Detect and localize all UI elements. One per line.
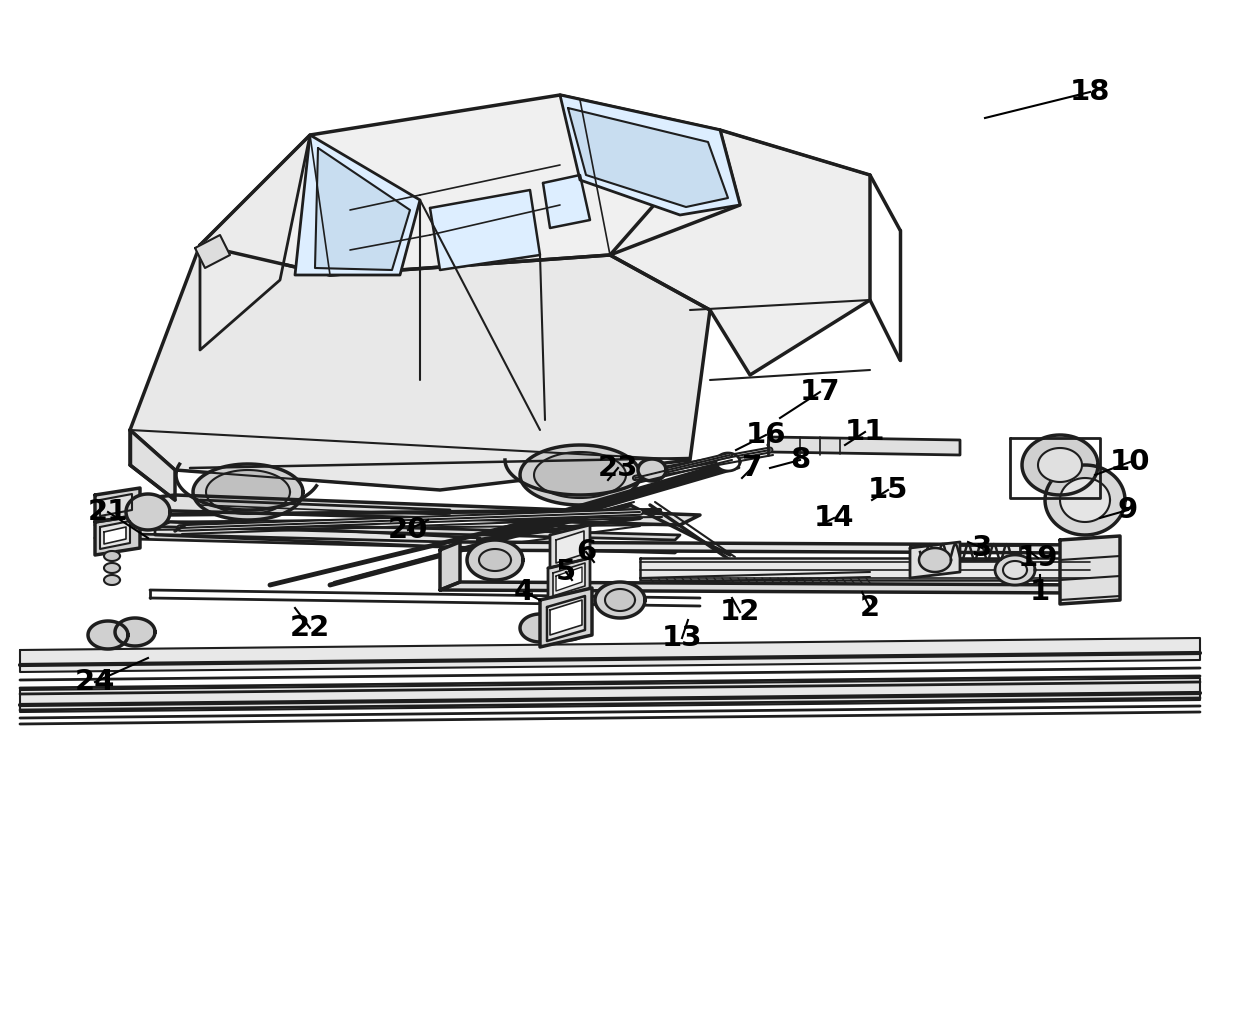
Polygon shape	[610, 130, 870, 375]
Polygon shape	[520, 614, 560, 642]
Polygon shape	[20, 678, 1200, 712]
Polygon shape	[130, 430, 175, 500]
Polygon shape	[640, 558, 1090, 580]
Polygon shape	[639, 460, 666, 481]
Text: 21: 21	[88, 498, 128, 526]
Polygon shape	[200, 135, 310, 350]
Polygon shape	[430, 190, 539, 270]
Text: 6: 6	[575, 538, 596, 566]
Polygon shape	[479, 549, 511, 571]
Text: 23: 23	[598, 454, 639, 482]
Text: 2: 2	[859, 594, 880, 622]
Polygon shape	[1060, 478, 1110, 522]
Text: 12: 12	[719, 598, 760, 626]
Polygon shape	[200, 95, 740, 276]
Polygon shape	[556, 567, 582, 591]
Text: 1: 1	[1030, 578, 1050, 605]
Polygon shape	[543, 175, 590, 228]
Polygon shape	[115, 618, 155, 646]
Polygon shape	[95, 520, 680, 540]
Polygon shape	[1003, 561, 1027, 579]
Polygon shape	[20, 638, 1200, 672]
Polygon shape	[100, 494, 131, 516]
Text: 7: 7	[742, 454, 763, 482]
Text: 14: 14	[813, 504, 854, 533]
Text: 15: 15	[868, 476, 908, 504]
Polygon shape	[548, 558, 590, 600]
Polygon shape	[715, 453, 740, 471]
Polygon shape	[130, 245, 711, 490]
Polygon shape	[104, 563, 120, 573]
Polygon shape	[548, 612, 588, 640]
Text: 8: 8	[790, 446, 810, 474]
Polygon shape	[155, 522, 480, 548]
Text: 16: 16	[745, 421, 786, 449]
Polygon shape	[467, 540, 523, 580]
Polygon shape	[104, 527, 126, 544]
Polygon shape	[104, 575, 120, 585]
Polygon shape	[440, 582, 1100, 593]
Polygon shape	[95, 533, 680, 553]
Text: 19: 19	[1018, 544, 1058, 572]
Polygon shape	[100, 521, 130, 549]
Polygon shape	[547, 596, 585, 641]
Text: 10: 10	[1110, 448, 1151, 476]
Polygon shape	[520, 445, 640, 505]
Polygon shape	[95, 488, 140, 522]
Text: 9: 9	[1118, 495, 1138, 524]
Polygon shape	[1038, 448, 1083, 482]
Polygon shape	[595, 582, 645, 618]
Polygon shape	[605, 589, 635, 611]
Text: 22: 22	[290, 614, 330, 642]
Polygon shape	[560, 95, 740, 215]
Polygon shape	[919, 548, 951, 572]
Polygon shape	[193, 464, 303, 520]
Polygon shape	[88, 621, 128, 649]
Text: 17: 17	[800, 378, 841, 406]
Text: 24: 24	[74, 668, 115, 696]
Polygon shape	[551, 525, 590, 568]
Polygon shape	[95, 515, 140, 555]
Polygon shape	[1022, 435, 1097, 495]
Text: 18: 18	[1070, 78, 1110, 106]
Polygon shape	[104, 551, 120, 561]
Text: 4: 4	[513, 578, 534, 605]
Polygon shape	[910, 542, 960, 578]
Polygon shape	[539, 588, 591, 647]
Polygon shape	[568, 108, 728, 207]
Polygon shape	[126, 494, 170, 530]
Polygon shape	[195, 235, 229, 268]
Polygon shape	[1060, 536, 1120, 604]
Text: 13: 13	[662, 624, 702, 652]
Polygon shape	[206, 470, 290, 514]
Polygon shape	[440, 542, 1100, 553]
Polygon shape	[994, 555, 1035, 585]
Polygon shape	[1045, 465, 1125, 535]
Polygon shape	[551, 600, 582, 635]
Text: 11: 11	[844, 418, 885, 446]
Polygon shape	[130, 495, 701, 525]
Polygon shape	[315, 148, 410, 270]
Polygon shape	[768, 437, 960, 455]
Text: 5: 5	[556, 558, 577, 586]
Polygon shape	[440, 542, 460, 590]
Polygon shape	[534, 452, 626, 498]
Text: 3: 3	[972, 534, 992, 562]
Polygon shape	[553, 563, 585, 596]
Polygon shape	[295, 135, 420, 276]
Polygon shape	[556, 531, 584, 563]
Text: 20: 20	[388, 516, 428, 544]
